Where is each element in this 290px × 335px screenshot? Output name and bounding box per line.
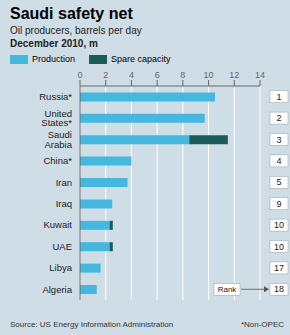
svg-text:8: 8 [180, 70, 185, 80]
svg-text:0: 0 [77, 70, 82, 80]
svg-text:2: 2 [103, 70, 108, 80]
html-text:*Non-OPEC: *Non-OPEC [240, 320, 284, 329]
svg-text:5: 5 [276, 177, 281, 187]
svg-text:SaudiArabia: SaudiArabia [45, 129, 73, 150]
html-text:Saudi safety net: Saudi safety net [10, 5, 133, 22]
svg-text:10: 10 [274, 220, 284, 230]
svg-text:4: 4 [129, 70, 134, 80]
svg-text:UAE: UAE [52, 241, 72, 252]
svg-text:12: 12 [229, 70, 239, 80]
svg-text:Libya: Libya [49, 262, 72, 273]
svg-text:3: 3 [276, 135, 281, 145]
svg-text:China*: China* [43, 155, 72, 166]
svg-text:Iran: Iran [56, 177, 72, 188]
svg-text:Iraq: Iraq [56, 198, 72, 209]
html-text:Production: Production [32, 54, 75, 64]
html-text:Spare capacity: Spare capacity [111, 54, 171, 64]
svg-text:4: 4 [276, 156, 281, 166]
svg-text:18: 18 [274, 284, 284, 294]
svg-text:6: 6 [155, 70, 160, 80]
svg-text:10: 10 [274, 242, 284, 252]
html-text:Oil producers, barrels per day: Oil producers, barrels per day [10, 25, 142, 36]
svg-text:1: 1 [276, 92, 281, 102]
html-text:December 2010, m: December 2010, m [10, 38, 98, 49]
svg-text:Kuwait: Kuwait [43, 219, 72, 230]
svg-text:2: 2 [276, 113, 281, 123]
svg-text:9: 9 [276, 199, 281, 209]
svg-text:UnitedStates*: UnitedStates* [41, 108, 72, 129]
html-text:Source: US Energy Information: Source: US Energy Information Administra… [10, 320, 174, 329]
svg-text:Algeria: Algeria [42, 284, 72, 295]
svg-text:Rank: Rank [218, 285, 238, 294]
svg-text:17: 17 [274, 263, 284, 273]
svg-text:14: 14 [255, 70, 265, 80]
svg-text:10: 10 [204, 70, 214, 80]
svg-text:Russia*: Russia* [39, 91, 72, 102]
